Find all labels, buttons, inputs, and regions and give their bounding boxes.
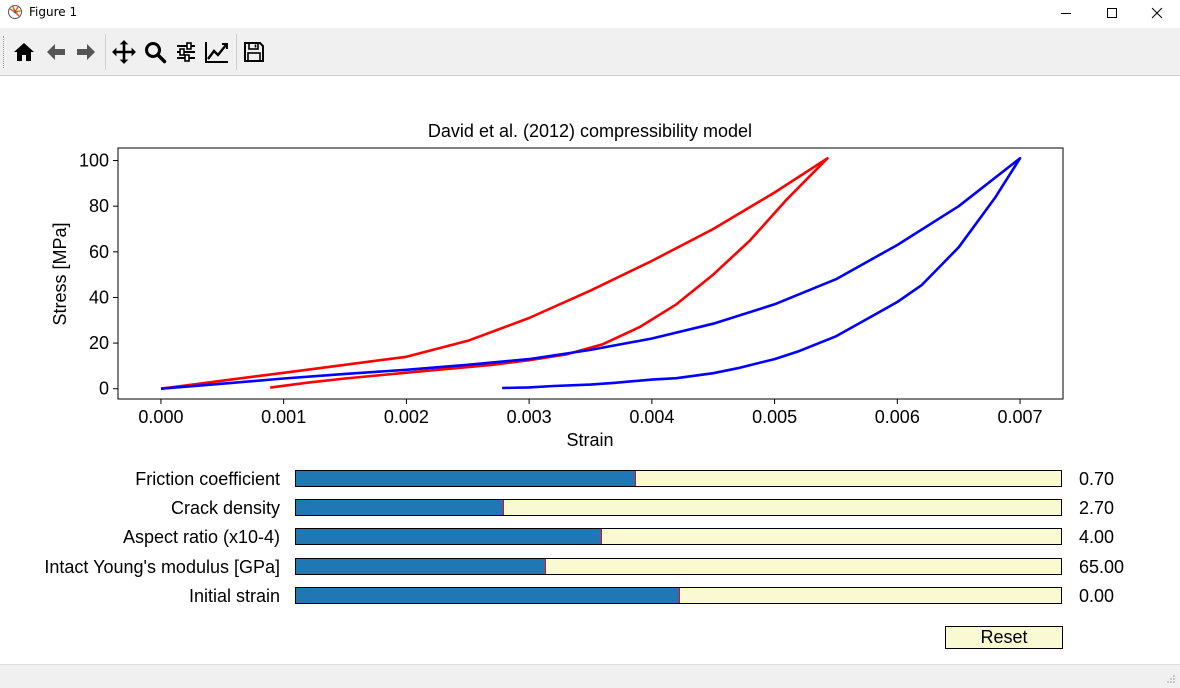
slider-track[interactable] — [295, 499, 1062, 516]
resize-grip-icon[interactable] — [1166, 674, 1176, 684]
move-icon — [112, 40, 136, 64]
slider-fill[interactable] — [296, 471, 635, 486]
slider-track[interactable] — [295, 470, 1062, 487]
minimize-button[interactable] — [1043, 0, 1089, 26]
toolbar-grip[interactable] — [3, 36, 6, 68]
slider-fill[interactable] — [296, 559, 545, 574]
zoom-button[interactable] — [141, 38, 169, 66]
slider-value: 65.00 — [1079, 557, 1125, 577]
line-chart-icon — [205, 42, 228, 63]
x-axis-label: Strain — [566, 430, 613, 450]
slider-initial-marker — [601, 529, 603, 544]
close-icon — [1151, 7, 1163, 19]
home-icon — [14, 43, 34, 61]
close-button[interactable] — [1134, 0, 1180, 26]
x-tick-label: 0.005 — [752, 407, 797, 427]
slider-value: 0.70 — [1079, 469, 1115, 489]
chart-title: David et al. (2012) compressibility mode… — [428, 121, 752, 141]
x-tick-label: 0.007 — [998, 407, 1043, 427]
sliders-icon — [177, 42, 195, 62]
floppy-disk-icon — [244, 42, 264, 62]
slider-value: 0.00 — [1079, 586, 1115, 606]
window-titlebar: Figure 1 — [0, 0, 1180, 26]
slider-value: 2.70 — [1079, 498, 1115, 518]
y-tick-label: 60 — [89, 242, 109, 262]
series-line-1 — [160, 157, 1022, 390]
x-tick-label: 0.000 — [138, 407, 183, 427]
configure-subplots-button[interactable] — [172, 38, 200, 66]
edit-axis-button[interactable] — [203, 38, 231, 66]
y-axis-label: Stress [MPa] — [50, 222, 70, 325]
slider-initial-marker — [678, 588, 680, 603]
save-button[interactable] — [240, 38, 268, 66]
slider-fill[interactable] — [296, 529, 602, 544]
magnifier-icon — [145, 42, 167, 64]
figure-canvas[interactable]: David et al. (2012) compressibility mode… — [0, 76, 1180, 664]
arrow-left-icon — [47, 44, 65, 60]
maximize-button[interactable] — [1089, 0, 1135, 26]
slider-label: Friction coefficient — [135, 469, 280, 489]
x-tick-label: 0.006 — [875, 407, 920, 427]
stress-strain-plot[interactable]: David et al. (2012) compressibility mode… — [0, 76, 1180, 456]
back-button[interactable] — [42, 38, 70, 66]
matplotlib-app-icon — [8, 5, 22, 19]
y-tick-label: 20 — [89, 333, 109, 353]
y-tick-label: 100 — [79, 151, 109, 171]
slider-track[interactable] — [295, 528, 1062, 545]
y-tick-label: 80 — [89, 196, 109, 216]
window-title: Figure 1 — [29, 5, 78, 19]
arrow-right-icon — [77, 44, 95, 60]
slider-track[interactable] — [295, 558, 1062, 575]
slider-fill[interactable] — [296, 588, 679, 603]
slider-label: Initial strain — [188, 586, 280, 606]
slider-label: Crack density — [170, 498, 280, 518]
slider-fill[interactable] — [296, 500, 503, 515]
slider-value: 4.00 — [1079, 527, 1115, 547]
navigation-toolbar — [0, 28, 1180, 76]
slider-track[interactable] — [295, 587, 1062, 604]
maximize-icon — [1107, 8, 1117, 18]
plot-frame — [117, 147, 1064, 400]
toolbar-separator — [105, 34, 106, 70]
x-tick-label: 0.004 — [629, 407, 674, 427]
x-tick-label: 0.003 — [507, 407, 552, 427]
y-tick-label: 0 — [99, 379, 109, 399]
minimize-icon — [1061, 13, 1071, 14]
reset-button[interactable]: Reset — [945, 626, 1063, 649]
window-bottom-strip — [0, 664, 1180, 688]
slider-initial-marker — [502, 500, 504, 515]
series-line-0 — [160, 157, 829, 390]
slider-label: Intact Young's modulus [GPa] — [44, 557, 280, 577]
pan-button[interactable] — [110, 38, 138, 66]
slider-initial-marker — [634, 471, 636, 486]
forward-button[interactable] — [72, 38, 100, 66]
home-button[interactable] — [10, 38, 38, 66]
slider-label: Aspect ratio (x10-4) — [122, 527, 280, 547]
toolbar-separator — [236, 34, 237, 70]
y-tick-label: 40 — [89, 287, 109, 307]
x-tick-label: 0.001 — [261, 407, 306, 427]
slider-initial-marker — [544, 559, 546, 574]
x-tick-label: 0.002 — [384, 407, 429, 427]
